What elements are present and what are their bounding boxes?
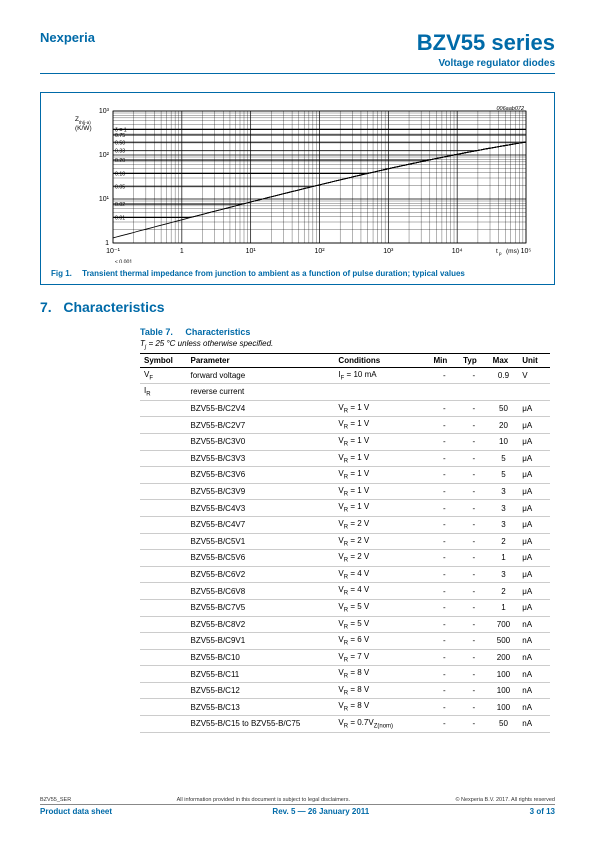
th-param: Parameter — [186, 353, 334, 367]
table-row: BZV55-B/C11VR = 8 V--100nA — [140, 666, 550, 683]
svg-text:(K/W): (K/W) — [75, 125, 92, 132]
table-row: BZV55-B/C3V6VR = 1 V--5μA — [140, 467, 550, 484]
svg-text:≤ 0.001: ≤ 0.001 — [115, 259, 132, 263]
figure-caption-text: Transient thermal impedance from junctio… — [82, 269, 465, 278]
figure-number: Fig 1. — [51, 269, 72, 278]
svg-text:0.75: 0.75 — [115, 133, 125, 139]
svg-text:0.33: 0.33 — [115, 149, 125, 155]
svg-text:006aab072: 006aab072 — [496, 106, 524, 112]
table-header-row: Symbol Parameter Conditions Min Typ Max … — [140, 353, 550, 367]
svg-text:0.02: 0.02 — [115, 202, 125, 208]
doc-id: BZV55_SER — [40, 797, 71, 803]
copyright: © Nexperia B.V. 2017. All rights reserve… — [455, 797, 555, 803]
table-row: BZV55-B/C2V4VR = 1 V--50μA — [140, 400, 550, 417]
table-row: BZV55-B/C2V7VR = 1 V--20μA — [140, 417, 550, 434]
table-row: BZV55-B/C6V2VR = 4 V--3μA — [140, 566, 550, 583]
thermal-impedance-chart: 10⁻¹110¹10²10³10⁴10⁵110¹10²10³Zth(j-a)(K… — [51, 103, 544, 263]
section-number: 7. — [40, 299, 52, 315]
page-footer: BZV55_SER All information provided in th… — [40, 797, 555, 816]
svg-text:0.01: 0.01 — [115, 215, 125, 221]
table-row: BZV55-B/C12VR = 8 V--100nA — [140, 682, 550, 699]
doc-type: Product data sheet — [40, 807, 112, 816]
svg-text:10³: 10³ — [99, 108, 110, 115]
svg-text:1: 1 — [180, 248, 184, 255]
table-title-text: Characteristics — [185, 327, 250, 337]
series-title: BZV55 series — [417, 30, 555, 56]
table-row: IRreverse current — [140, 384, 550, 401]
figure-1-box: 10⁻¹110¹10²10³10⁴10⁵110¹10²10³Zth(j-a)(K… — [40, 92, 555, 285]
footer-top-row: BZV55_SER All information provided in th… — [40, 797, 555, 805]
page-header: Nexperia BZV55 series Voltage regulator … — [40, 30, 555, 74]
th-max: Max — [489, 353, 519, 367]
svg-text:0.10: 0.10 — [115, 171, 125, 177]
table-condition: Tj = 25 °C unless otherwise specified. — [140, 339, 555, 351]
svg-text:10¹: 10¹ — [246, 248, 257, 255]
table-row: BZV55-B/C13VR = 8 V--100nA — [140, 699, 550, 716]
svg-text:10¹: 10¹ — [99, 196, 110, 203]
svg-text:10³: 10³ — [383, 248, 394, 255]
section-title: 7. Characteristics — [40, 299, 555, 315]
table-row: BZV55-B/C6V8VR = 4 V--2μA — [140, 583, 550, 600]
disclaimer: All information provided in this documen… — [177, 797, 350, 803]
table-row: BZV55-B/C7V5VR = 5 V--1μA — [140, 599, 550, 616]
table-row: BZV55-B/C4V7VR = 2 V--3μA — [140, 516, 550, 533]
svg-text:(ms): (ms) — [506, 248, 519, 255]
th-symbol: Symbol — [140, 353, 186, 367]
title-block: BZV55 series Voltage regulator diodes — [417, 30, 555, 69]
characteristics-table: Symbol Parameter Conditions Min Typ Max … — [140, 353, 550, 733]
series-subtitle: Voltage regulator diodes — [417, 58, 555, 69]
table-row: BZV55-B/C4V3VR = 1 V--3μA — [140, 500, 550, 517]
table-body: VFforward voltageIF = 10 mA--0.9VIRrever… — [140, 367, 550, 732]
revision: Rev. 5 — 26 January 2011 — [272, 807, 369, 816]
table-7-block: Table 7. Characteristics Tj = 25 °C unle… — [140, 327, 555, 733]
svg-text:0.05: 0.05 — [115, 185, 125, 191]
th-unit: Unit — [518, 353, 550, 367]
page-number: 3 of 13 — [530, 807, 555, 816]
svg-text:10⁵: 10⁵ — [521, 248, 532, 255]
svg-text:t: t — [496, 248, 498, 255]
table-row: BZV55-B/C5V6VR = 2 V--1μA — [140, 550, 550, 567]
table-row: BZV55-B/C3V9VR = 1 V--3μA — [140, 483, 550, 500]
table-row: BZV55-B/C9V1VR = 6 V--500nA — [140, 633, 550, 650]
section-heading: Characteristics — [63, 299, 164, 315]
table-row: BZV55-B/C3V0VR = 1 V--10μA — [140, 433, 550, 450]
svg-text:0.50: 0.50 — [115, 141, 125, 147]
svg-text:10²: 10² — [99, 152, 110, 159]
svg-text:10⁴: 10⁴ — [452, 248, 463, 255]
svg-text:0.20: 0.20 — [115, 158, 125, 164]
table-row: BZV55-B/C3V3VR = 1 V--5μA — [140, 450, 550, 467]
company-name: Nexperia — [40, 30, 95, 45]
th-cond: Conditions — [334, 353, 429, 367]
table-number: Table 7. — [140, 327, 173, 337]
table-title: Table 7. Characteristics — [140, 327, 555, 337]
figure-caption: Fig 1. Transient thermal impedance from … — [51, 269, 544, 278]
svg-text:p: p — [499, 251, 502, 256]
svg-text:10⁻¹: 10⁻¹ — [106, 248, 120, 255]
svg-text:1: 1 — [105, 240, 109, 247]
table-row: BZV55-B/C10VR = 7 V--200nA — [140, 649, 550, 666]
footer-bottom-row: Product data sheet Rev. 5 — 26 January 2… — [40, 805, 555, 816]
table-row: BZV55-B/C5V1VR = 2 V--2μA — [140, 533, 550, 550]
table-row: VFforward voltageIF = 10 mA--0.9V — [140, 367, 550, 384]
table-row: BZV55-B/C15 to BZV55-B/C75VR = 0.7VZ(nom… — [140, 716, 550, 733]
svg-text:10²: 10² — [314, 248, 325, 255]
th-min: Min — [430, 353, 460, 367]
th-typ: Typ — [459, 353, 489, 367]
table-row: BZV55-B/C8V2VR = 5 V--700nA — [140, 616, 550, 633]
